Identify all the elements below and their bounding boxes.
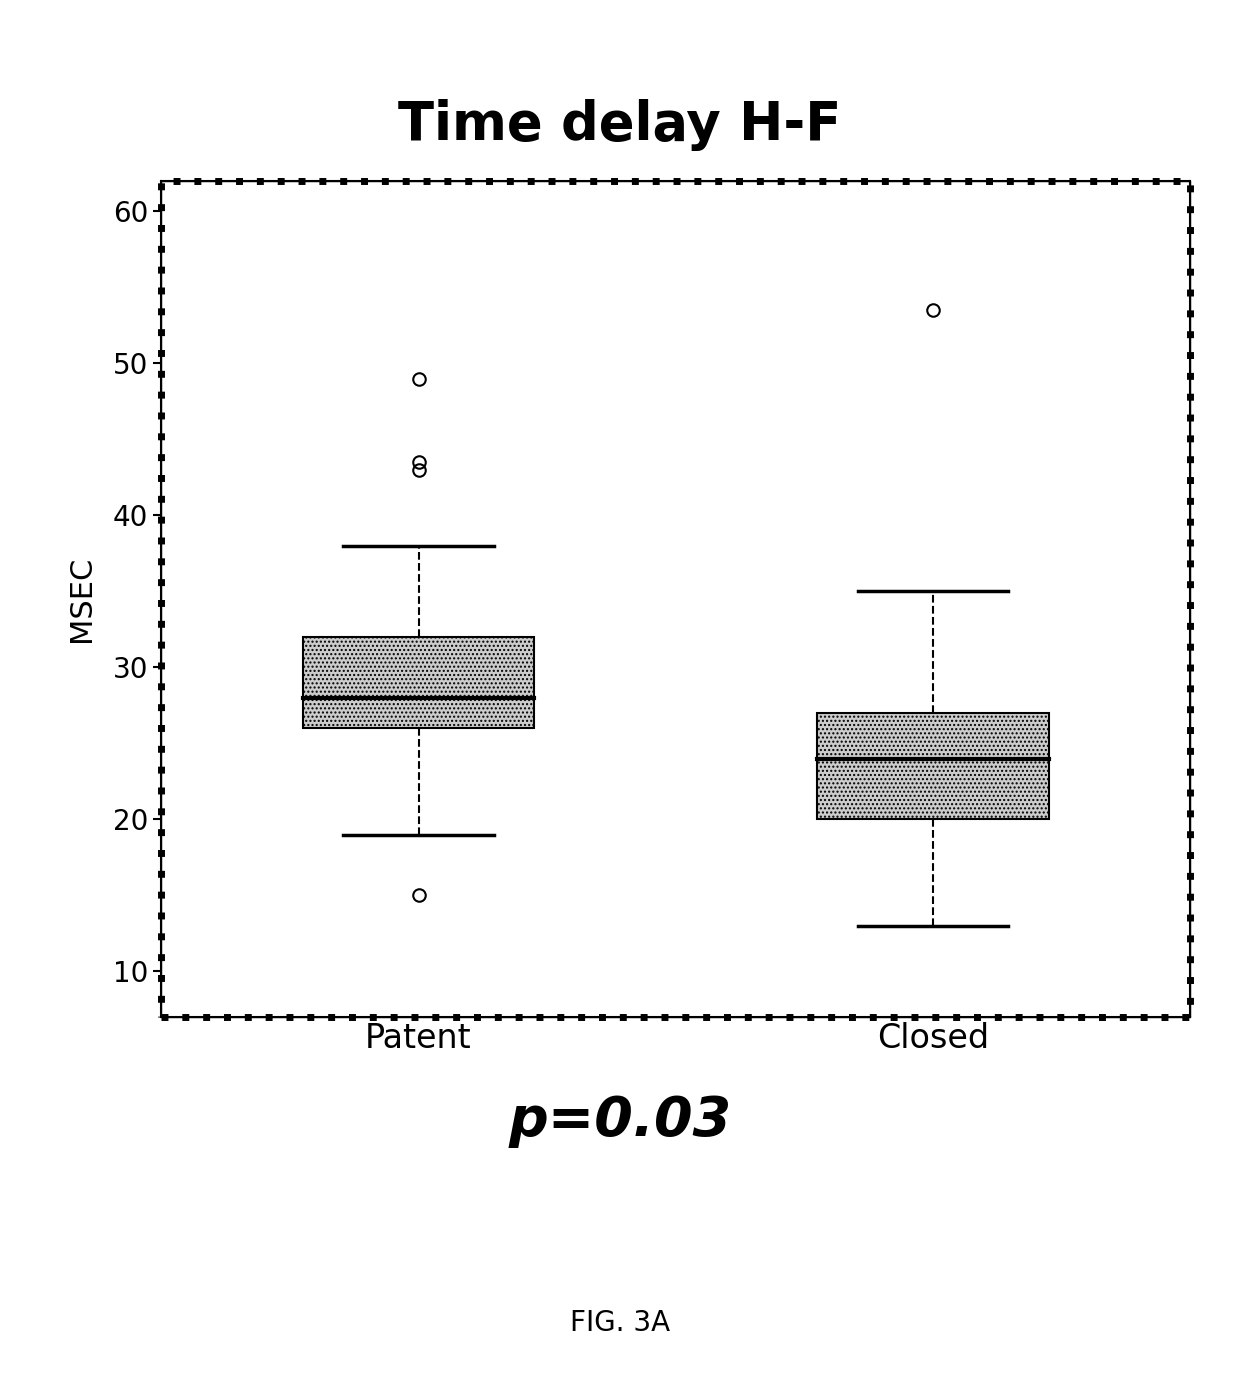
Bar: [303, 637, 534, 729]
Text: Time delay H-F: Time delay H-F: [398, 99, 842, 152]
Y-axis label: MSEC: MSEC: [67, 556, 95, 642]
Text: FIG. 3A: FIG. 3A: [570, 1309, 670, 1337]
Text: p=0.03: p=0.03: [508, 1095, 732, 1148]
Bar: [817, 713, 1049, 819]
